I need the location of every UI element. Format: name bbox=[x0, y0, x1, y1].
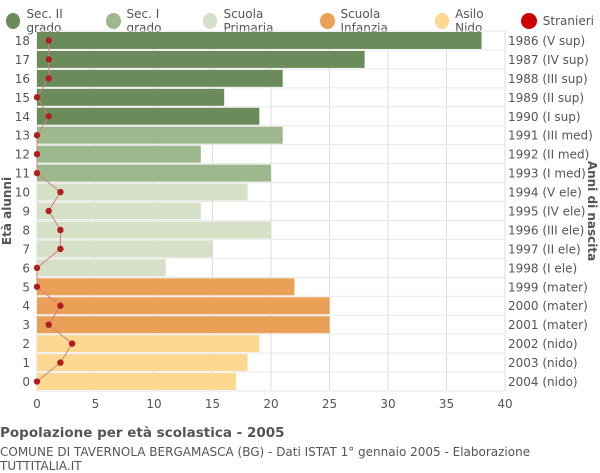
legend-swatch bbox=[320, 13, 335, 29]
bar bbox=[37, 126, 283, 144]
y-tick-label: 1 bbox=[22, 356, 30, 370]
stranieri-point bbox=[57, 188, 64, 196]
stranieri-point bbox=[57, 359, 64, 366]
x-tick-label: 20 bbox=[263, 397, 278, 411]
y-tick-label: 16 bbox=[15, 72, 30, 86]
y-tick-label: 7 bbox=[22, 242, 30, 256]
y-tick-label: 15 bbox=[15, 91, 30, 105]
bar bbox=[37, 50, 365, 68]
legend-swatch bbox=[434, 13, 450, 29]
y-tick-label-right: 1995 (IV ele) bbox=[508, 205, 585, 219]
y-tick-label: 6 bbox=[22, 261, 30, 275]
y-tick-label-right: 1988 (III sup) bbox=[508, 72, 588, 86]
chart-subtitle: COMUNE DI TAVERNOLA BERGAMASCA (BG) - Da… bbox=[0, 445, 531, 473]
y-tick-label: 3 bbox=[22, 318, 30, 332]
x-tick-label: 5 bbox=[92, 397, 100, 411]
stranieri-point bbox=[68, 340, 76, 347]
y-tick-label: 13 bbox=[15, 129, 30, 143]
bar bbox=[37, 278, 295, 296]
stranieri-point bbox=[45, 56, 52, 63]
y-tick-label: 9 bbox=[22, 205, 30, 219]
bar bbox=[37, 335, 260, 353]
x-tick-label: 10 bbox=[146, 397, 161, 411]
y-tick-label-right: 1986 (V sup) bbox=[508, 34, 585, 48]
y-tick-label-right: 1989 (II sup) bbox=[508, 91, 584, 105]
bar bbox=[37, 164, 271, 182]
bar bbox=[37, 316, 330, 334]
chart-title: Popolazione per età scolastica - 2005 bbox=[0, 425, 285, 441]
legend-swatch bbox=[106, 13, 121, 29]
stranieri-point bbox=[33, 94, 41, 101]
bar bbox=[37, 259, 166, 277]
y-tick-label: 18 bbox=[15, 34, 30, 48]
stranieri-point bbox=[33, 150, 41, 158]
y-tick-label: 8 bbox=[22, 223, 30, 237]
y-tick-label-right: 2003 (nido) bbox=[508, 356, 578, 370]
y-tick-label-right: 1996 (III ele) bbox=[508, 223, 584, 237]
y-tick-label-right: 1999 (mater) bbox=[508, 280, 588, 294]
y-tick-label: 5 bbox=[22, 280, 30, 294]
y-tick-label: 10 bbox=[15, 186, 30, 200]
y-tick-label-right: 1997 (II ele) bbox=[508, 242, 581, 256]
legend-swatch bbox=[520, 13, 537, 29]
y-tick-label: 14 bbox=[15, 110, 30, 124]
legend-swatch bbox=[203, 13, 218, 29]
y-tick-label-right: 2004 (nido) bbox=[508, 375, 578, 389]
bar bbox=[37, 183, 248, 201]
y-tick-label-right: 2002 (nido) bbox=[508, 337, 578, 351]
stranieri-point bbox=[45, 37, 52, 44]
bar bbox=[37, 202, 201, 220]
stranieri-point bbox=[57, 302, 64, 309]
y-tick-label-right: 1994 (V ele) bbox=[508, 186, 582, 200]
bar bbox=[37, 354, 248, 372]
stranieri-point bbox=[57, 245, 64, 253]
stranieri-point bbox=[45, 321, 52, 328]
stranieri-point bbox=[33, 264, 41, 272]
legend-label: Stranieri bbox=[542, 14, 594, 28]
y-tick-label: 12 bbox=[15, 148, 30, 162]
stranieri-point bbox=[33, 283, 41, 290]
stranieri-point bbox=[57, 226, 64, 234]
x-tick-label: 40 bbox=[497, 397, 512, 411]
bar bbox=[37, 240, 213, 258]
stranieri-point bbox=[33, 378, 41, 385]
bar bbox=[37, 69, 283, 87]
y-tick-label-right: 2001 (mater) bbox=[508, 318, 588, 332]
stranieri-point bbox=[45, 113, 52, 120]
y-tick-label-right: 1991 (III med) bbox=[508, 129, 593, 143]
bar bbox=[37, 297, 330, 315]
x-tick-label: 30 bbox=[380, 397, 395, 411]
bar bbox=[37, 145, 201, 163]
stranieri-point bbox=[33, 132, 41, 139]
legend-swatch bbox=[6, 13, 21, 29]
y-tick-label-right: 1992 (II med) bbox=[508, 148, 589, 162]
legend-item-sec-ii-grado: Sec. II grado bbox=[6, 7, 94, 35]
x-tick-label: 0 bbox=[33, 397, 41, 411]
stranieri-point bbox=[45, 75, 52, 82]
bar bbox=[37, 32, 482, 49]
x-tick-label: 35 bbox=[439, 397, 454, 411]
y-axis-label-right: Anni di nascita bbox=[585, 161, 599, 261]
x-tick-label: 25 bbox=[322, 397, 337, 411]
y-tick-label: 17 bbox=[15, 53, 30, 67]
y-tick-label-right: 1993 (I med) bbox=[508, 167, 586, 181]
y-tick-label: 0 bbox=[22, 375, 30, 389]
y-tick-label: 11 bbox=[15, 167, 30, 181]
legend-item-stranieri: Stranieri bbox=[520, 7, 594, 35]
y-tick-label-right: 2000 (mater) bbox=[508, 299, 588, 313]
y-axis-label: Età alunni bbox=[0, 177, 14, 245]
bar bbox=[37, 88, 225, 106]
y-tick-label-right: 1990 (I sup) bbox=[508, 110, 581, 124]
y-tick-label: 4 bbox=[22, 299, 30, 313]
x-tick-label: 15 bbox=[205, 397, 220, 411]
stranieri-point bbox=[45, 207, 52, 215]
y-tick-label: 2 bbox=[22, 337, 30, 351]
bar bbox=[37, 373, 236, 390]
bar bbox=[37, 107, 260, 125]
y-tick-label-right: 1987 (IV sup) bbox=[508, 53, 589, 67]
stranieri-point bbox=[33, 169, 41, 177]
bar bbox=[37, 221, 271, 239]
y-tick-label-right: 1998 (I ele) bbox=[508, 261, 577, 275]
